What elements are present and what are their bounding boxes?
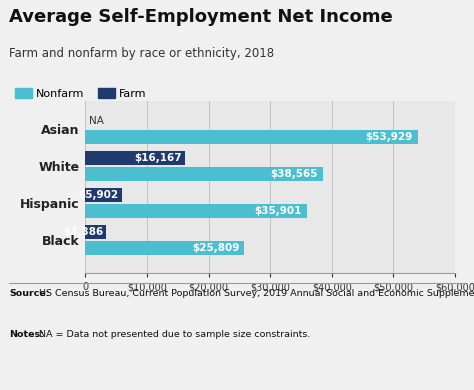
Text: $5,902: $5,902 — [79, 190, 118, 200]
Bar — [85, 151, 185, 165]
Text: $35,901: $35,901 — [254, 206, 301, 216]
Legend: Nonfarm, Farm: Nonfarm, Farm — [15, 88, 146, 99]
Bar — [85, 188, 122, 202]
Text: Farm and nonfarm by race or ethnicity, 2018: Farm and nonfarm by race or ethnicity, 2… — [9, 47, 274, 60]
Text: Notes:: Notes: — [9, 330, 45, 339]
Text: US Census Bureau, Current Population Survey, 2019 Annual Social and Economic Sup: US Census Bureau, Current Population Sur… — [36, 289, 474, 298]
Bar — [85, 167, 323, 181]
Bar — [85, 225, 106, 239]
Text: $38,565: $38,565 — [271, 169, 318, 179]
Bar — [85, 204, 307, 218]
Bar — [85, 241, 245, 255]
Text: Source:: Source: — [9, 289, 50, 298]
Text: NA: NA — [89, 116, 104, 126]
Text: Average Self-Employment Net Income: Average Self-Employment Net Income — [9, 8, 393, 26]
Text: $53,929: $53,929 — [365, 132, 413, 142]
Bar — [85, 130, 418, 144]
Text: NA = Data not presented due to sample size constraints.: NA = Data not presented due to sample si… — [36, 330, 310, 339]
Text: $3,386: $3,386 — [63, 227, 103, 237]
Text: $25,809: $25,809 — [192, 243, 239, 253]
Text: $16,167: $16,167 — [134, 153, 182, 163]
